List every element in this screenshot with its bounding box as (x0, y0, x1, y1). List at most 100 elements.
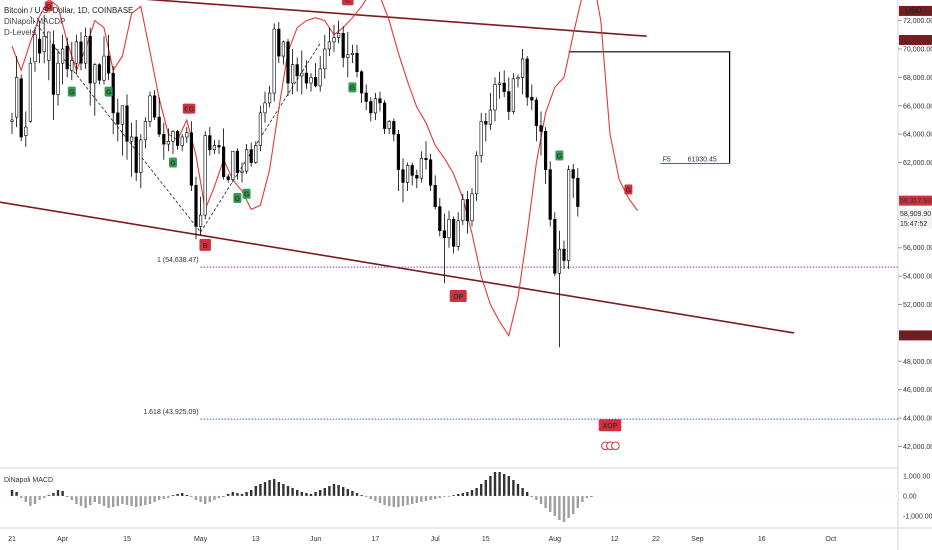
signal-marker[interactable] (44, 1, 53, 12)
candle (502, 82, 506, 92)
candle (171, 131, 175, 142)
macd-hist-bar (43, 496, 46, 498)
indicator-macdp-label[interactable]: DiNapoli MACDP (4, 17, 66, 26)
candle (290, 64, 295, 84)
candle (438, 206, 442, 232)
signal-marker-text: G (189, 106, 195, 113)
chart-legend: Bitcoin / U.S. Dollar, 1D, COINBASE DiNa… (4, 5, 133, 38)
macd-hist-bar (259, 484, 262, 496)
currency-label[interactable]: USD (905, 6, 922, 15)
macd-hist-bar (300, 492, 303, 496)
candle (355, 52, 359, 72)
candle (456, 220, 460, 247)
macd-hist-bar (282, 484, 285, 496)
candle (93, 64, 97, 84)
macd-hist-bar (254, 486, 257, 496)
signal-marker[interactable] (624, 184, 633, 195)
signal-marker[interactable] (169, 157, 177, 168)
signal-marker[interactable] (187, 103, 196, 114)
macd-hist-bar (392, 496, 395, 507)
macd-hist-bar (553, 496, 556, 516)
x-tick-label: May (194, 536, 208, 543)
macd-hist-bar (355, 493, 359, 496)
price-tag (899, 34, 932, 45)
trendline-lower[interactable] (0, 198, 795, 334)
event-bubble[interactable] (611, 441, 620, 451)
macd-hist-bar (512, 480, 515, 496)
macd-hist-bar (15, 492, 18, 496)
macd-hist-bar (323, 488, 326, 496)
signal-marker[interactable] (555, 150, 564, 161)
signal-marker[interactable] (242, 188, 251, 199)
candle (281, 41, 286, 57)
candle (553, 219, 557, 274)
macd-hist-bar (29, 496, 32, 506)
candle (37, 38, 42, 54)
candle (231, 150, 235, 180)
signal-marker-text: G (557, 153, 563, 160)
indicator-dlevels-label[interactable]: D-Levels (4, 28, 36, 37)
candle (222, 146, 226, 178)
pattern-point-badge[interactable] (199, 238, 211, 251)
macd-hist-bar (162, 496, 165, 499)
candle (516, 77, 520, 80)
macd-hist-bar (484, 480, 487, 496)
candle (208, 135, 212, 151)
target-box[interactable] (568, 51, 731, 164)
macd-hist-bar (369, 496, 372, 499)
macd-hist-bar (277, 482, 280, 496)
macd-hist-bar (493, 472, 497, 496)
x-tick-label: 15 (123, 536, 131, 543)
signal-marker-text: G (46, 4, 52, 11)
candle (479, 121, 483, 156)
macd-hist-bar (585, 496, 589, 498)
y-tick-label: 46,000.00 (903, 387, 932, 394)
macd-hist-bar (268, 480, 271, 496)
x-tick-label: Aug (549, 536, 562, 543)
candle (116, 112, 120, 125)
macd-hist-bar (374, 496, 377, 501)
signal-marker[interactable] (233, 193, 242, 204)
candle (120, 105, 124, 125)
macd-hist-bar (342, 487, 345, 496)
candle (47, 31, 51, 61)
macd-hist-bar (112, 496, 115, 507)
signal-marker[interactable] (104, 86, 113, 97)
macd-hist-bar (56, 490, 60, 496)
macd-hist-bar (158, 496, 161, 500)
candle (148, 95, 152, 122)
candle (548, 169, 552, 220)
candle (392, 121, 396, 135)
macd-hist-bar (452, 495, 455, 496)
candle (364, 92, 368, 102)
candle (28, 62, 33, 122)
candle (382, 102, 387, 129)
macd-hist-bar (530, 496, 533, 497)
macd-hist-bar (236, 493, 239, 496)
candle (185, 132, 189, 138)
macd-hist-bar (457, 494, 460, 496)
x-tick-label: Sep (691, 536, 704, 543)
signal-marker[interactable] (67, 86, 76, 97)
candle (180, 136, 184, 146)
signal-marker[interactable] (348, 82, 357, 93)
signal-marker-text: G (235, 196, 241, 203)
candle (566, 169, 571, 261)
macd-hist-bar (24, 496, 27, 502)
pattern-point-badge[interactable] (342, 0, 354, 6)
pattern-point-badge[interactable] (449, 290, 467, 303)
candle (415, 175, 419, 179)
candle (359, 71, 364, 94)
candle (539, 125, 543, 132)
macd-hist-bar (181, 493, 184, 496)
candle (447, 219, 451, 239)
candle (65, 45, 69, 70)
candle (520, 58, 525, 78)
pattern-point-badge[interactable] (598, 419, 622, 432)
macd-hist-bar (263, 482, 267, 496)
trendline-upper[interactable] (12, 0, 647, 38)
candle (134, 136, 138, 173)
signal-marker-text: G (170, 160, 176, 167)
